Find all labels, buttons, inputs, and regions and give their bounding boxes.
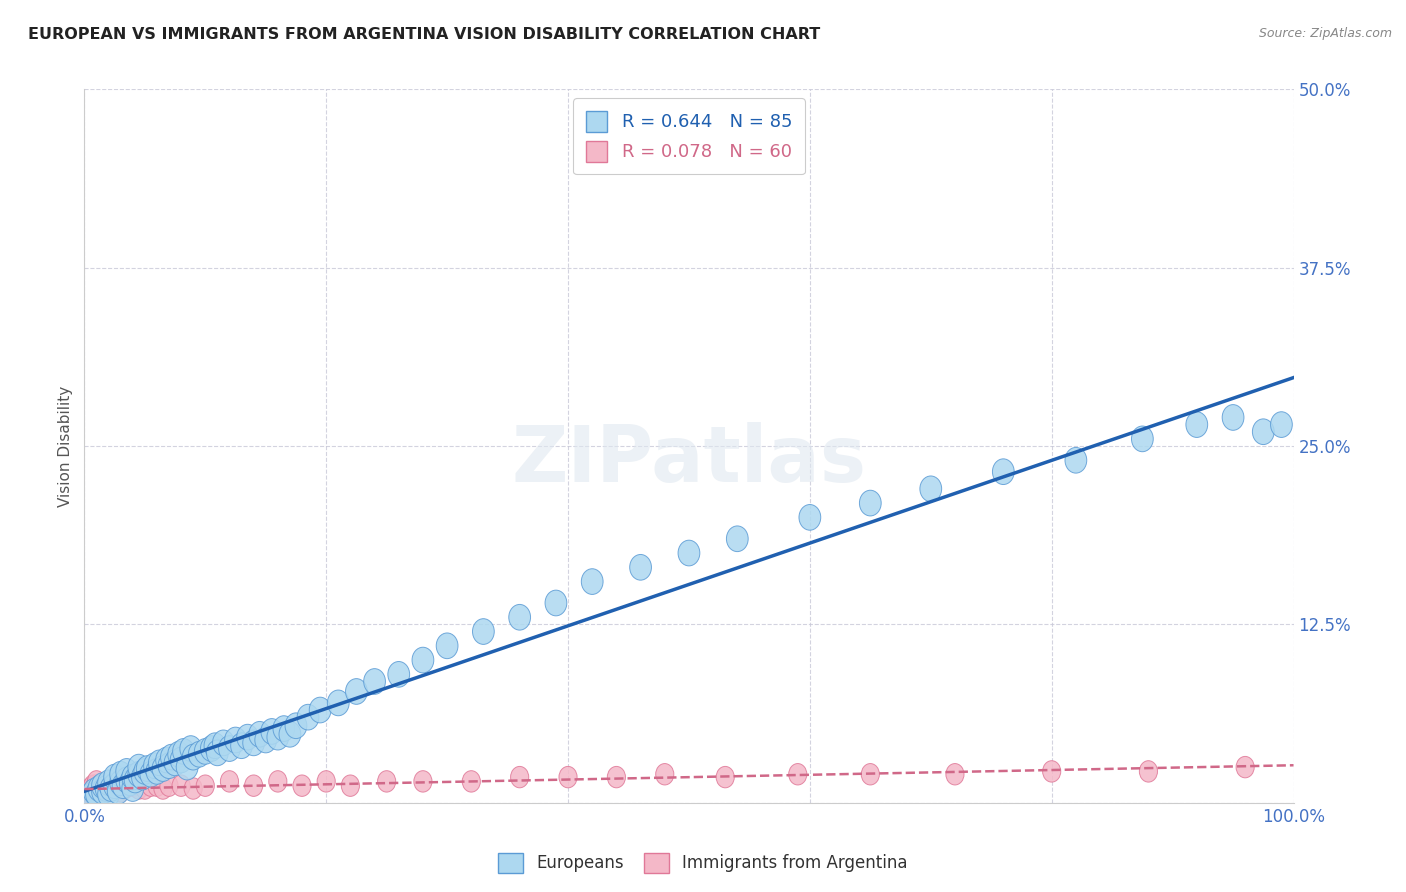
Legend: Europeans, Immigrants from Argentina: Europeans, Immigrants from Argentina	[492, 847, 914, 880]
Legend: R = 0.644   N = 85, R = 0.078   N = 60: R = 0.644 N = 85, R = 0.078 N = 60	[574, 98, 804, 174]
Text: Source: ZipAtlas.com: Source: ZipAtlas.com	[1258, 27, 1392, 40]
Text: ZIPatlas: ZIPatlas	[512, 422, 866, 499]
Text: EUROPEAN VS IMMIGRANTS FROM ARGENTINA VISION DISABILITY CORRELATION CHART: EUROPEAN VS IMMIGRANTS FROM ARGENTINA VI…	[28, 27, 820, 42]
Y-axis label: Vision Disability: Vision Disability	[58, 385, 73, 507]
